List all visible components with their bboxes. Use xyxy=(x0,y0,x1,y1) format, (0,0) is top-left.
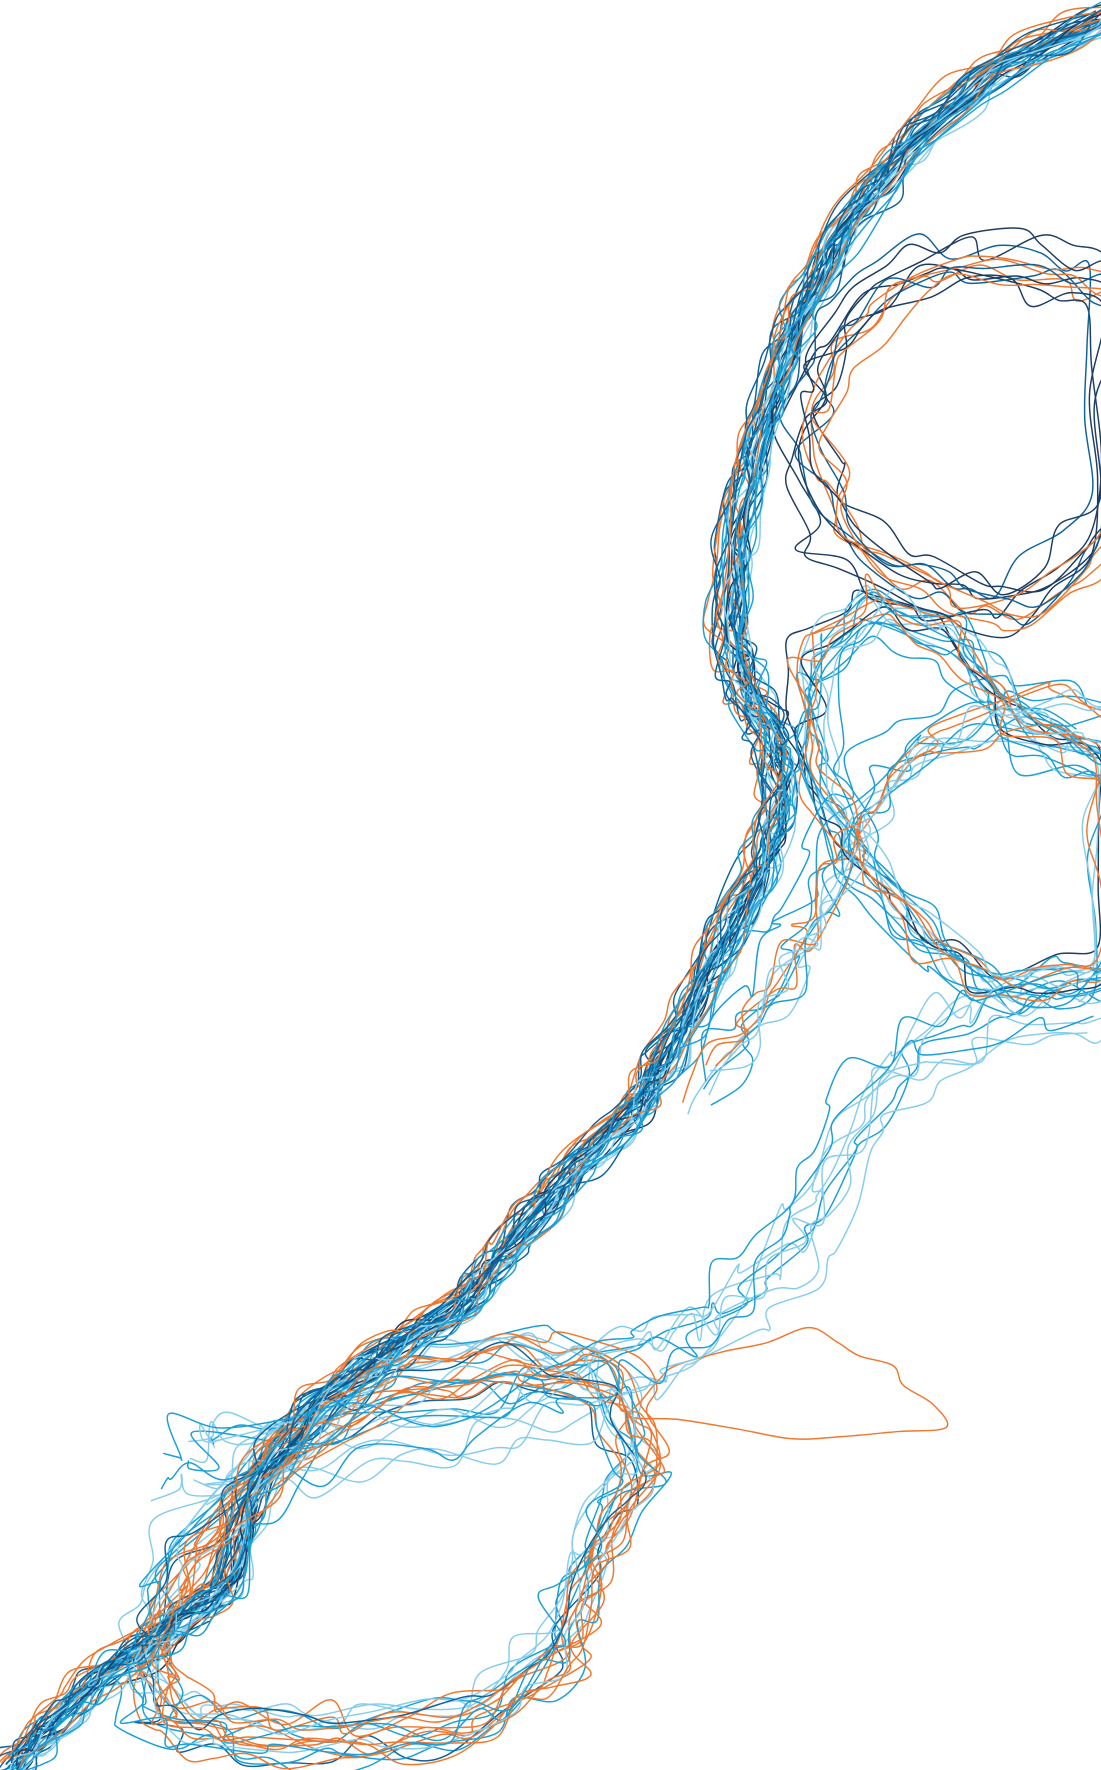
outline-stroke xyxy=(709,703,1101,1072)
outline-stroke xyxy=(5,10,1101,1764)
outline-stroke xyxy=(10,19,1101,1770)
outline-stroke xyxy=(31,25,1101,1770)
outline-stroke xyxy=(710,723,1101,1106)
outline-stroke xyxy=(0,18,1101,1757)
outline-stroke xyxy=(138,1364,653,1758)
outline-stroke xyxy=(24,32,1101,1770)
outline-stroke xyxy=(193,1014,1101,1490)
outline-stroke xyxy=(204,1031,1101,1506)
outline-stroke xyxy=(796,621,1101,1000)
outline-stroke xyxy=(833,610,1101,1009)
outline-stroke xyxy=(8,25,1101,1770)
outline-stroke xyxy=(786,613,1101,1002)
outline-stroke xyxy=(118,1336,639,1732)
outline-stroke xyxy=(209,983,1101,1445)
outline-stroke xyxy=(795,635,1101,1016)
outline-stroke xyxy=(673,707,1077,1082)
outline-stroke xyxy=(809,258,1101,619)
outline-stroke xyxy=(166,1379,673,1765)
outline-stroke xyxy=(3,10,1101,1760)
outline-stroke xyxy=(796,598,1101,988)
outline-stroke xyxy=(24,36,1101,1770)
outline-stroke xyxy=(18,31,1101,1770)
outline-stroke xyxy=(797,263,1101,600)
outline-stroke xyxy=(151,1380,662,1751)
outline-stroke xyxy=(163,970,1079,1461)
outline-stroke xyxy=(18,25,1101,1770)
outline-stroke xyxy=(198,960,1101,1448)
outline-stroke xyxy=(20,9,1101,1761)
outline-stroke xyxy=(21,4,1101,1751)
outline-stroke xyxy=(818,273,1101,632)
outline-stroke xyxy=(629,1326,949,1440)
outline-stroke xyxy=(810,263,1101,608)
outline-stroke xyxy=(8,1,1101,1756)
outline-stroke xyxy=(10,9,1101,1764)
outline-stroke xyxy=(34,24,1101,1770)
outline-stroke xyxy=(800,598,1100,1003)
outline-stroke xyxy=(15,24,1101,1770)
outline-stroke xyxy=(7,18,1101,1767)
outline-stroke xyxy=(784,274,1101,639)
outline-stroke xyxy=(15,23,1101,1765)
outline-stroke xyxy=(186,976,1101,1472)
outline-stroke xyxy=(794,268,1101,626)
outline-stroke xyxy=(0,10,1097,1749)
outline-stroke xyxy=(809,573,1101,981)
outline-stroke xyxy=(18,32,1101,1770)
outline-stroke xyxy=(0,21,1101,1769)
outline-stroke xyxy=(0,19,1093,1770)
outline-stroke xyxy=(800,227,1101,596)
outline-stroke xyxy=(3,25,1091,1770)
outline-stroke xyxy=(119,1373,624,1756)
outline-stroke xyxy=(188,965,1101,1443)
outline-stroke xyxy=(708,735,1101,1096)
outline-stroke xyxy=(145,1365,654,1754)
outline-stroke xyxy=(102,1378,627,1770)
outline-stroke xyxy=(0,25,1101,1763)
outline-stroke xyxy=(682,724,1089,1103)
outline-stroke xyxy=(136,1359,633,1756)
outline-stroke xyxy=(13,18,1101,1767)
outline-stroke xyxy=(1,11,1101,1764)
outline-stroke xyxy=(160,1015,1094,1490)
outline-stroke xyxy=(17,19,1101,1770)
outline-stroke xyxy=(811,587,1101,988)
outline-stroke xyxy=(812,234,1101,593)
outline-stroke xyxy=(19,33,1101,1770)
outline-stroke xyxy=(801,255,1101,610)
outline-stroke xyxy=(134,1359,667,1744)
outline-stroke xyxy=(795,591,1101,975)
